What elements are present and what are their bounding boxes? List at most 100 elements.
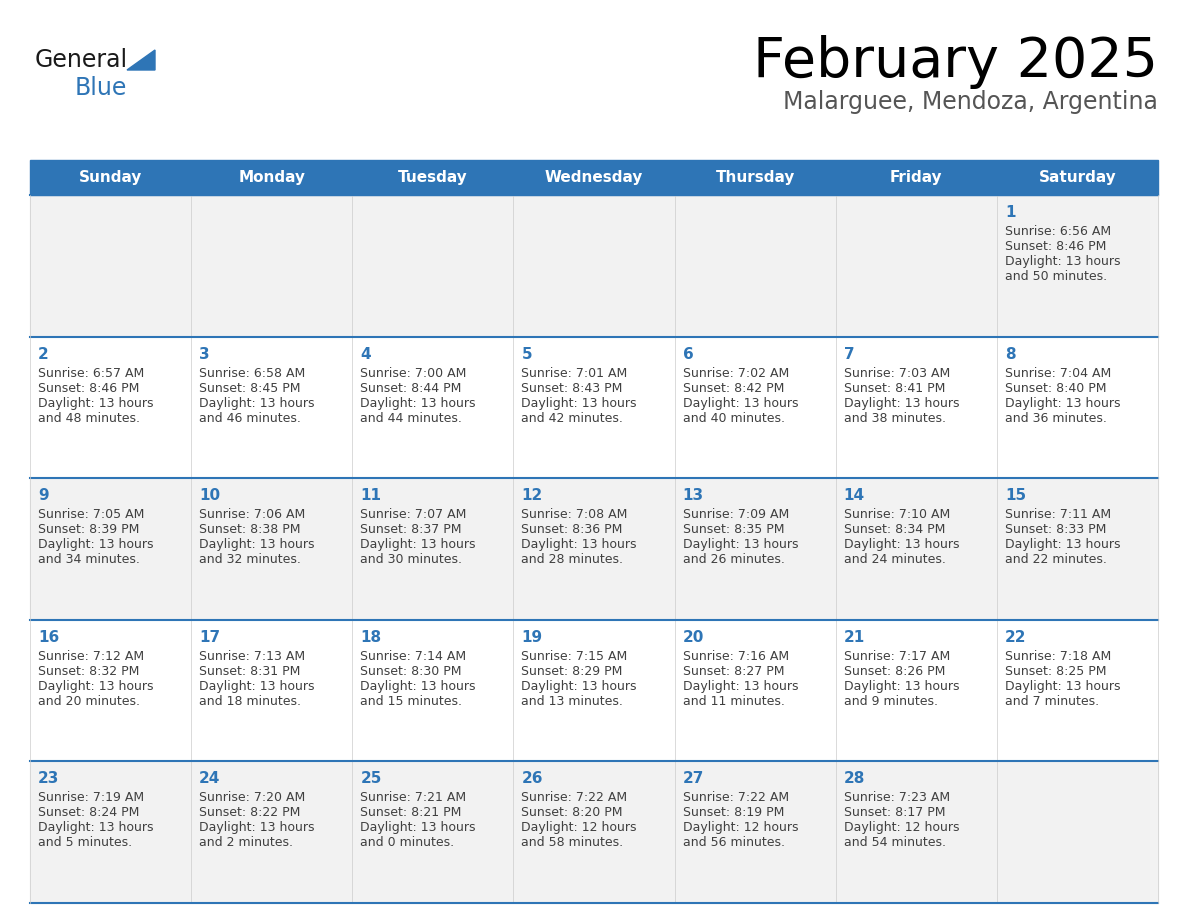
Text: and 7 minutes.: and 7 minutes. — [1005, 695, 1099, 708]
Text: Daylight: 13 hours: Daylight: 13 hours — [1005, 397, 1120, 409]
Text: Daylight: 13 hours: Daylight: 13 hours — [360, 822, 475, 834]
Text: Sunset: 8:17 PM: Sunset: 8:17 PM — [843, 806, 946, 820]
Text: Sunrise: 7:19 AM: Sunrise: 7:19 AM — [38, 791, 144, 804]
Text: Sunset: 8:43 PM: Sunset: 8:43 PM — [522, 382, 623, 395]
Text: Blue: Blue — [75, 76, 127, 100]
Text: Sunrise: 7:09 AM: Sunrise: 7:09 AM — [683, 509, 789, 521]
Text: and 11 minutes.: and 11 minutes. — [683, 695, 784, 708]
Text: Sunrise: 7:01 AM: Sunrise: 7:01 AM — [522, 366, 627, 380]
Text: Thursday: Thursday — [715, 170, 795, 185]
Text: Sunset: 8:21 PM: Sunset: 8:21 PM — [360, 806, 462, 820]
Text: Sunset: 8:40 PM: Sunset: 8:40 PM — [1005, 382, 1106, 395]
Text: Daylight: 13 hours: Daylight: 13 hours — [843, 538, 959, 551]
Text: Daylight: 13 hours: Daylight: 13 hours — [843, 680, 959, 693]
Text: 28: 28 — [843, 771, 865, 787]
Text: Sunrise: 7:16 AM: Sunrise: 7:16 AM — [683, 650, 789, 663]
Text: Sunset: 8:30 PM: Sunset: 8:30 PM — [360, 665, 462, 677]
Text: Sunset: 8:29 PM: Sunset: 8:29 PM — [522, 665, 623, 677]
Text: Sunrise: 7:10 AM: Sunrise: 7:10 AM — [843, 509, 950, 521]
Text: Sunset: 8:46 PM: Sunset: 8:46 PM — [38, 382, 139, 395]
Text: Sunrise: 7:17 AM: Sunrise: 7:17 AM — [843, 650, 950, 663]
Text: Sunset: 8:25 PM: Sunset: 8:25 PM — [1005, 665, 1106, 677]
Text: Sunrise: 7:04 AM: Sunrise: 7:04 AM — [1005, 366, 1111, 380]
Text: and 24 minutes.: and 24 minutes. — [843, 554, 946, 566]
Text: Sunrise: 7:21 AM: Sunrise: 7:21 AM — [360, 791, 467, 804]
Text: Sunset: 8:27 PM: Sunset: 8:27 PM — [683, 665, 784, 677]
Text: Sunset: 8:44 PM: Sunset: 8:44 PM — [360, 382, 462, 395]
Text: and 15 minutes.: and 15 minutes. — [360, 695, 462, 708]
Text: Sunset: 8:39 PM: Sunset: 8:39 PM — [38, 523, 139, 536]
Text: 11: 11 — [360, 488, 381, 503]
Text: 6: 6 — [683, 347, 694, 362]
Polygon shape — [127, 50, 154, 70]
Text: Sunset: 8:26 PM: Sunset: 8:26 PM — [843, 665, 946, 677]
Text: 8: 8 — [1005, 347, 1016, 362]
Bar — [30, 160, 1158, 195]
Text: Daylight: 13 hours: Daylight: 13 hours — [683, 397, 798, 409]
Text: Sunrise: 7:22 AM: Sunrise: 7:22 AM — [522, 791, 627, 804]
Text: Sunset: 8:19 PM: Sunset: 8:19 PM — [683, 806, 784, 820]
Text: Daylight: 13 hours: Daylight: 13 hours — [683, 680, 798, 693]
Text: Daylight: 13 hours: Daylight: 13 hours — [1005, 538, 1120, 551]
Text: Sunrise: 7:18 AM: Sunrise: 7:18 AM — [1005, 650, 1111, 663]
Text: 4: 4 — [360, 347, 371, 362]
Text: Sunrise: 7:08 AM: Sunrise: 7:08 AM — [522, 509, 627, 521]
Text: and 32 minutes.: and 32 minutes. — [200, 554, 301, 566]
Text: and 22 minutes.: and 22 minutes. — [1005, 554, 1107, 566]
Text: Daylight: 13 hours: Daylight: 13 hours — [360, 397, 475, 409]
Text: 24: 24 — [200, 771, 221, 787]
Text: 15: 15 — [1005, 488, 1026, 503]
Text: Sunset: 8:31 PM: Sunset: 8:31 PM — [200, 665, 301, 677]
Text: and 26 minutes.: and 26 minutes. — [683, 554, 784, 566]
Bar — [30, 620, 1158, 761]
Text: and 9 minutes.: and 9 minutes. — [843, 695, 937, 708]
Text: Sunrise: 7:06 AM: Sunrise: 7:06 AM — [200, 509, 305, 521]
Text: Sunrise: 7:03 AM: Sunrise: 7:03 AM — [843, 366, 950, 380]
Text: Daylight: 13 hours: Daylight: 13 hours — [200, 680, 315, 693]
Text: Daylight: 13 hours: Daylight: 13 hours — [38, 822, 153, 834]
Text: Sunrise: 6:57 AM: Sunrise: 6:57 AM — [38, 366, 144, 380]
Text: Daylight: 12 hours: Daylight: 12 hours — [843, 822, 959, 834]
Text: Sunday: Sunday — [78, 170, 143, 185]
Text: Sunset: 8:37 PM: Sunset: 8:37 PM — [360, 523, 462, 536]
Text: Sunset: 8:34 PM: Sunset: 8:34 PM — [843, 523, 946, 536]
Text: Daylight: 13 hours: Daylight: 13 hours — [200, 538, 315, 551]
Text: Sunrise: 7:00 AM: Sunrise: 7:00 AM — [360, 366, 467, 380]
Text: 21: 21 — [843, 630, 865, 644]
Text: Sunset: 8:22 PM: Sunset: 8:22 PM — [200, 806, 301, 820]
Text: and 44 minutes.: and 44 minutes. — [360, 411, 462, 425]
Text: and 34 minutes.: and 34 minutes. — [38, 554, 140, 566]
Text: Sunrise: 7:07 AM: Sunrise: 7:07 AM — [360, 509, 467, 521]
Text: and 50 minutes.: and 50 minutes. — [1005, 270, 1107, 283]
Text: and 13 minutes.: and 13 minutes. — [522, 695, 624, 708]
Text: 18: 18 — [360, 630, 381, 644]
Text: and 46 minutes.: and 46 minutes. — [200, 411, 301, 425]
Bar — [30, 195, 1158, 337]
Bar — [30, 761, 1158, 903]
Text: Daylight: 13 hours: Daylight: 13 hours — [38, 397, 153, 409]
Text: Daylight: 13 hours: Daylight: 13 hours — [522, 538, 637, 551]
Text: Sunset: 8:36 PM: Sunset: 8:36 PM — [522, 523, 623, 536]
Text: Sunset: 8:42 PM: Sunset: 8:42 PM — [683, 382, 784, 395]
Text: Sunset: 8:24 PM: Sunset: 8:24 PM — [38, 806, 139, 820]
Text: and 58 minutes.: and 58 minutes. — [522, 836, 624, 849]
Text: 14: 14 — [843, 488, 865, 503]
Text: 12: 12 — [522, 488, 543, 503]
Text: Daylight: 13 hours: Daylight: 13 hours — [38, 538, 153, 551]
Text: Daylight: 13 hours: Daylight: 13 hours — [200, 822, 315, 834]
Text: 22: 22 — [1005, 630, 1026, 644]
Text: 27: 27 — [683, 771, 704, 787]
Text: and 40 minutes.: and 40 minutes. — [683, 411, 784, 425]
Text: Sunset: 8:45 PM: Sunset: 8:45 PM — [200, 382, 301, 395]
Text: Sunrise: 7:12 AM: Sunrise: 7:12 AM — [38, 650, 144, 663]
Text: and 0 minutes.: and 0 minutes. — [360, 836, 455, 849]
Text: Wednesday: Wednesday — [545, 170, 643, 185]
Text: Sunrise: 7:15 AM: Sunrise: 7:15 AM — [522, 650, 627, 663]
Text: Daylight: 13 hours: Daylight: 13 hours — [683, 538, 798, 551]
Text: Sunrise: 6:56 AM: Sunrise: 6:56 AM — [1005, 225, 1111, 238]
Text: and 5 minutes.: and 5 minutes. — [38, 836, 132, 849]
Text: and 30 minutes.: and 30 minutes. — [360, 554, 462, 566]
Text: Daylight: 13 hours: Daylight: 13 hours — [522, 680, 637, 693]
Bar — [30, 478, 1158, 620]
Text: and 42 minutes.: and 42 minutes. — [522, 411, 624, 425]
